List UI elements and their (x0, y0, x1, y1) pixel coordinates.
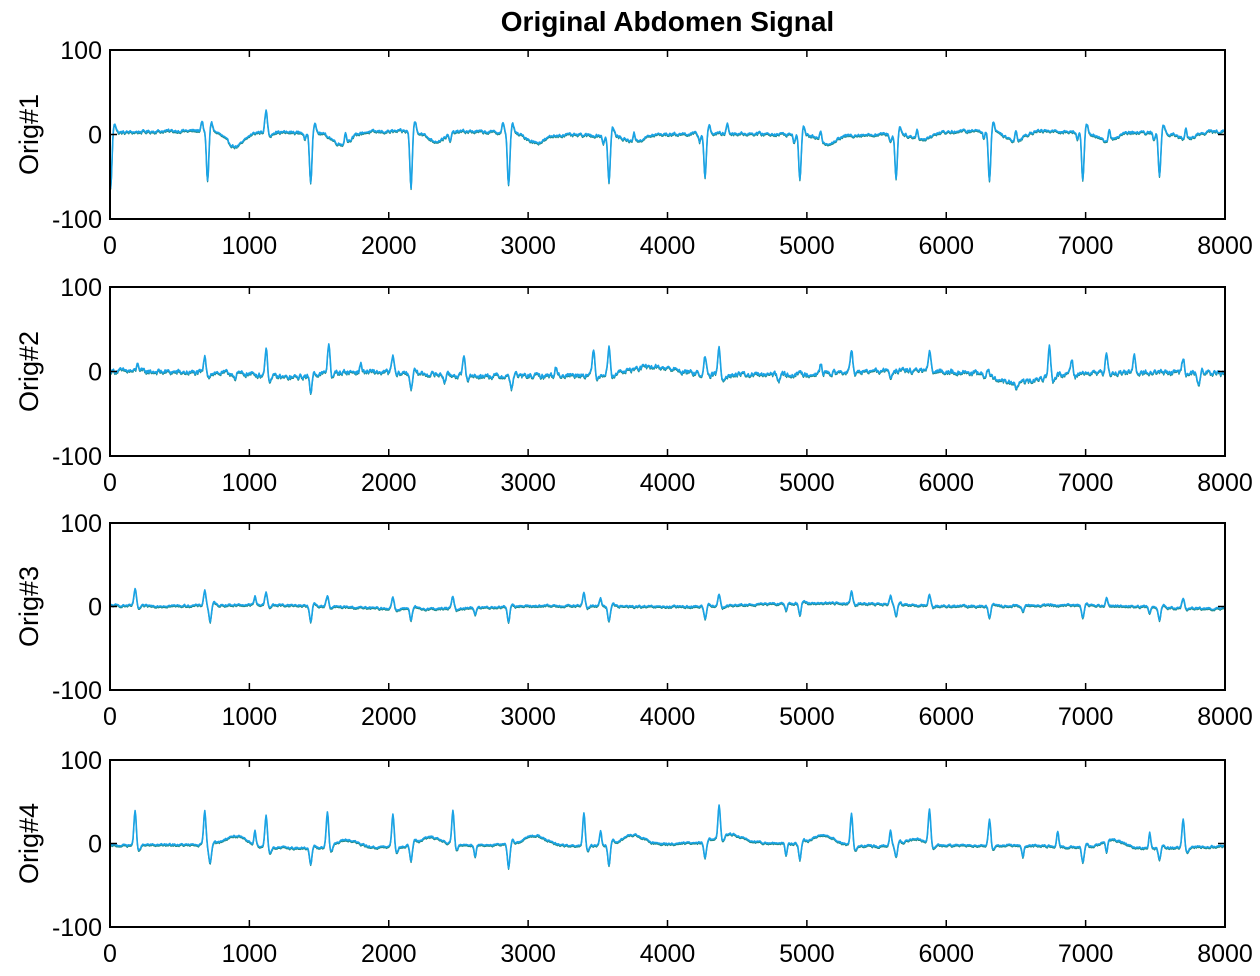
x-tick-label: 6000 (918, 232, 974, 260)
series-line-2 (109, 343, 1226, 394)
series-line-1 (109, 109, 1226, 190)
x-tick-label: 1000 (222, 469, 278, 497)
y-axis-label: Orig#3 (14, 566, 44, 647)
y-tick-label: -100 (52, 443, 102, 471)
chart-title: Original Abdomen Signal (500, 6, 835, 37)
x-tick-label: 2000 (361, 469, 417, 497)
x-tick-label: 0 (103, 940, 117, 968)
x-tick-label: 0 (103, 469, 117, 497)
x-tick-label: 5000 (779, 703, 835, 731)
y-tick-label: 100 (60, 747, 102, 775)
series-line-shadow-2 (109, 344, 1226, 396)
y-tick-label: 100 (60, 274, 102, 302)
x-tick-label: 8000 (1197, 469, 1253, 497)
y-axis-label: Orig#4 (14, 803, 44, 884)
y-axis-label: Orig#1 (14, 94, 44, 175)
x-tick-label: 3000 (500, 469, 556, 497)
x-tick-label: 0 (103, 703, 117, 731)
series-line-shadow-1 (109, 110, 1226, 191)
x-tick-label: 4000 (640, 940, 696, 968)
x-tick-label: 7000 (1058, 232, 1114, 260)
x-tick-label: 7000 (1058, 703, 1114, 731)
x-tick-label: 6000 (918, 703, 974, 731)
x-tick-label: 2000 (361, 703, 417, 731)
y-tick-label: 100 (60, 37, 102, 65)
x-tick-label: 5000 (779, 232, 835, 260)
subplot-4: 0 1000 2000 3000 4000 5000 6000 7000 80001000-10… (14, 747, 1253, 968)
y-tick-label: -100 (52, 677, 102, 705)
x-tick-label: 1000 (222, 940, 278, 968)
x-tick-label: 5000 (779, 940, 835, 968)
series-line-3 (109, 587, 1226, 623)
x-tick-label: 8000 (1197, 232, 1253, 260)
x-tick-label: 4000 (640, 232, 696, 260)
x-tick-label: 5000 (779, 469, 835, 497)
x-tick-label: 4000 (640, 469, 696, 497)
y-tick-label: -100 (52, 206, 102, 234)
y-tick-label: 0 (88, 122, 102, 150)
x-tick-label: 4000 (640, 703, 696, 731)
x-tick-label: 3000 (500, 703, 556, 731)
x-tick-label: 0 (103, 232, 117, 260)
series-line-4 (109, 804, 1226, 869)
x-tick-label: 2000 (361, 940, 417, 968)
x-tick-label: 8000 (1197, 703, 1253, 731)
x-tick-label: 7000 (1058, 469, 1114, 497)
subplot-3: 0 1000 2000 3000 4000 5000 6000 7000 80001000-10… (14, 510, 1253, 731)
x-tick-label: 6000 (918, 469, 974, 497)
y-axis-label: Orig#2 (14, 331, 44, 412)
x-tick-label: 2000 (361, 232, 417, 260)
x-tick-label: 6000 (918, 940, 974, 968)
y-tick-label: -100 (52, 914, 102, 942)
y-tick-label: 100 (60, 510, 102, 538)
x-tick-label: 3000 (500, 940, 556, 968)
y-tick-label: 0 (88, 359, 102, 387)
y-tick-label: 0 (88, 831, 102, 859)
series-line-shadow-4 (109, 805, 1226, 870)
x-tick-label: 1000 (222, 703, 278, 731)
axes-box (109, 286, 1226, 457)
subplot-1: 0 1000 2000 3000 4000 5000 6000 7000 80001000-10… (14, 37, 1253, 260)
x-tick-label: 8000 (1197, 940, 1253, 968)
subplot-2: 0 1000 2000 3000 4000 5000 6000 7000 80001000-10… (14, 274, 1253, 497)
y-tick-label: 0 (88, 594, 102, 622)
x-tick-label: 3000 (500, 232, 556, 260)
series-line-shadow-3 (109, 589, 1226, 624)
x-tick-label: 1000 (222, 232, 278, 260)
x-tick-label: 7000 (1058, 940, 1114, 968)
